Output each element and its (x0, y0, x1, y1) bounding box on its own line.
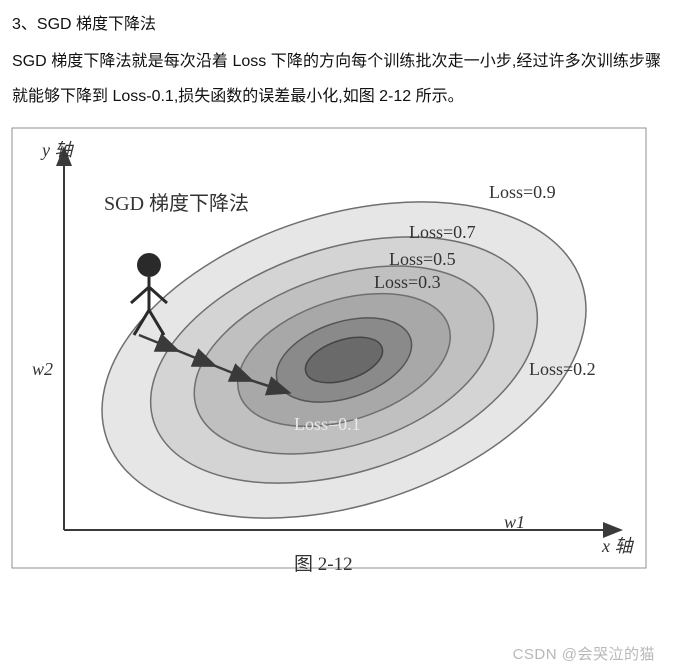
section-heading: 3、SGD 梯度下降法 (12, 10, 661, 34)
y-axis-label: y 轴 (40, 140, 74, 160)
contour-label-3: Loss=0.3 (374, 272, 441, 292)
w2-label: w2 (32, 359, 53, 379)
contour-label-0: Loss=0.9 (489, 182, 556, 202)
csdn-watermark: CSDN @会哭泣的猫 (513, 643, 655, 664)
contour-label-1: Loss=0.7 (409, 222, 476, 242)
figure-2-12: Loss=0.9 Loss=0.7 Loss=0.5 Loss=0.3 Loss=0.2… (4, 120, 654, 590)
w1-label: w1 (504, 512, 525, 532)
contour-label-2: Loss=0.5 (389, 249, 456, 269)
contour-label-4: Loss=0.2 (529, 359, 596, 379)
x-axis-label: x 轴 (601, 536, 634, 556)
person-arm-l (131, 287, 149, 303)
person-arm-r (149, 287, 167, 303)
section-paragraph: SGD 梯度下降法就是每次沿着 Loss 下降的方向每个训练批次走一小步,经过许… (12, 44, 661, 114)
figure-caption: 图 2-12 (294, 554, 353, 575)
contour-label-5: Loss=0.1 (294, 414, 361, 434)
person-icon (137, 253, 161, 277)
method-label: SGD 梯度下降法 (104, 192, 249, 215)
